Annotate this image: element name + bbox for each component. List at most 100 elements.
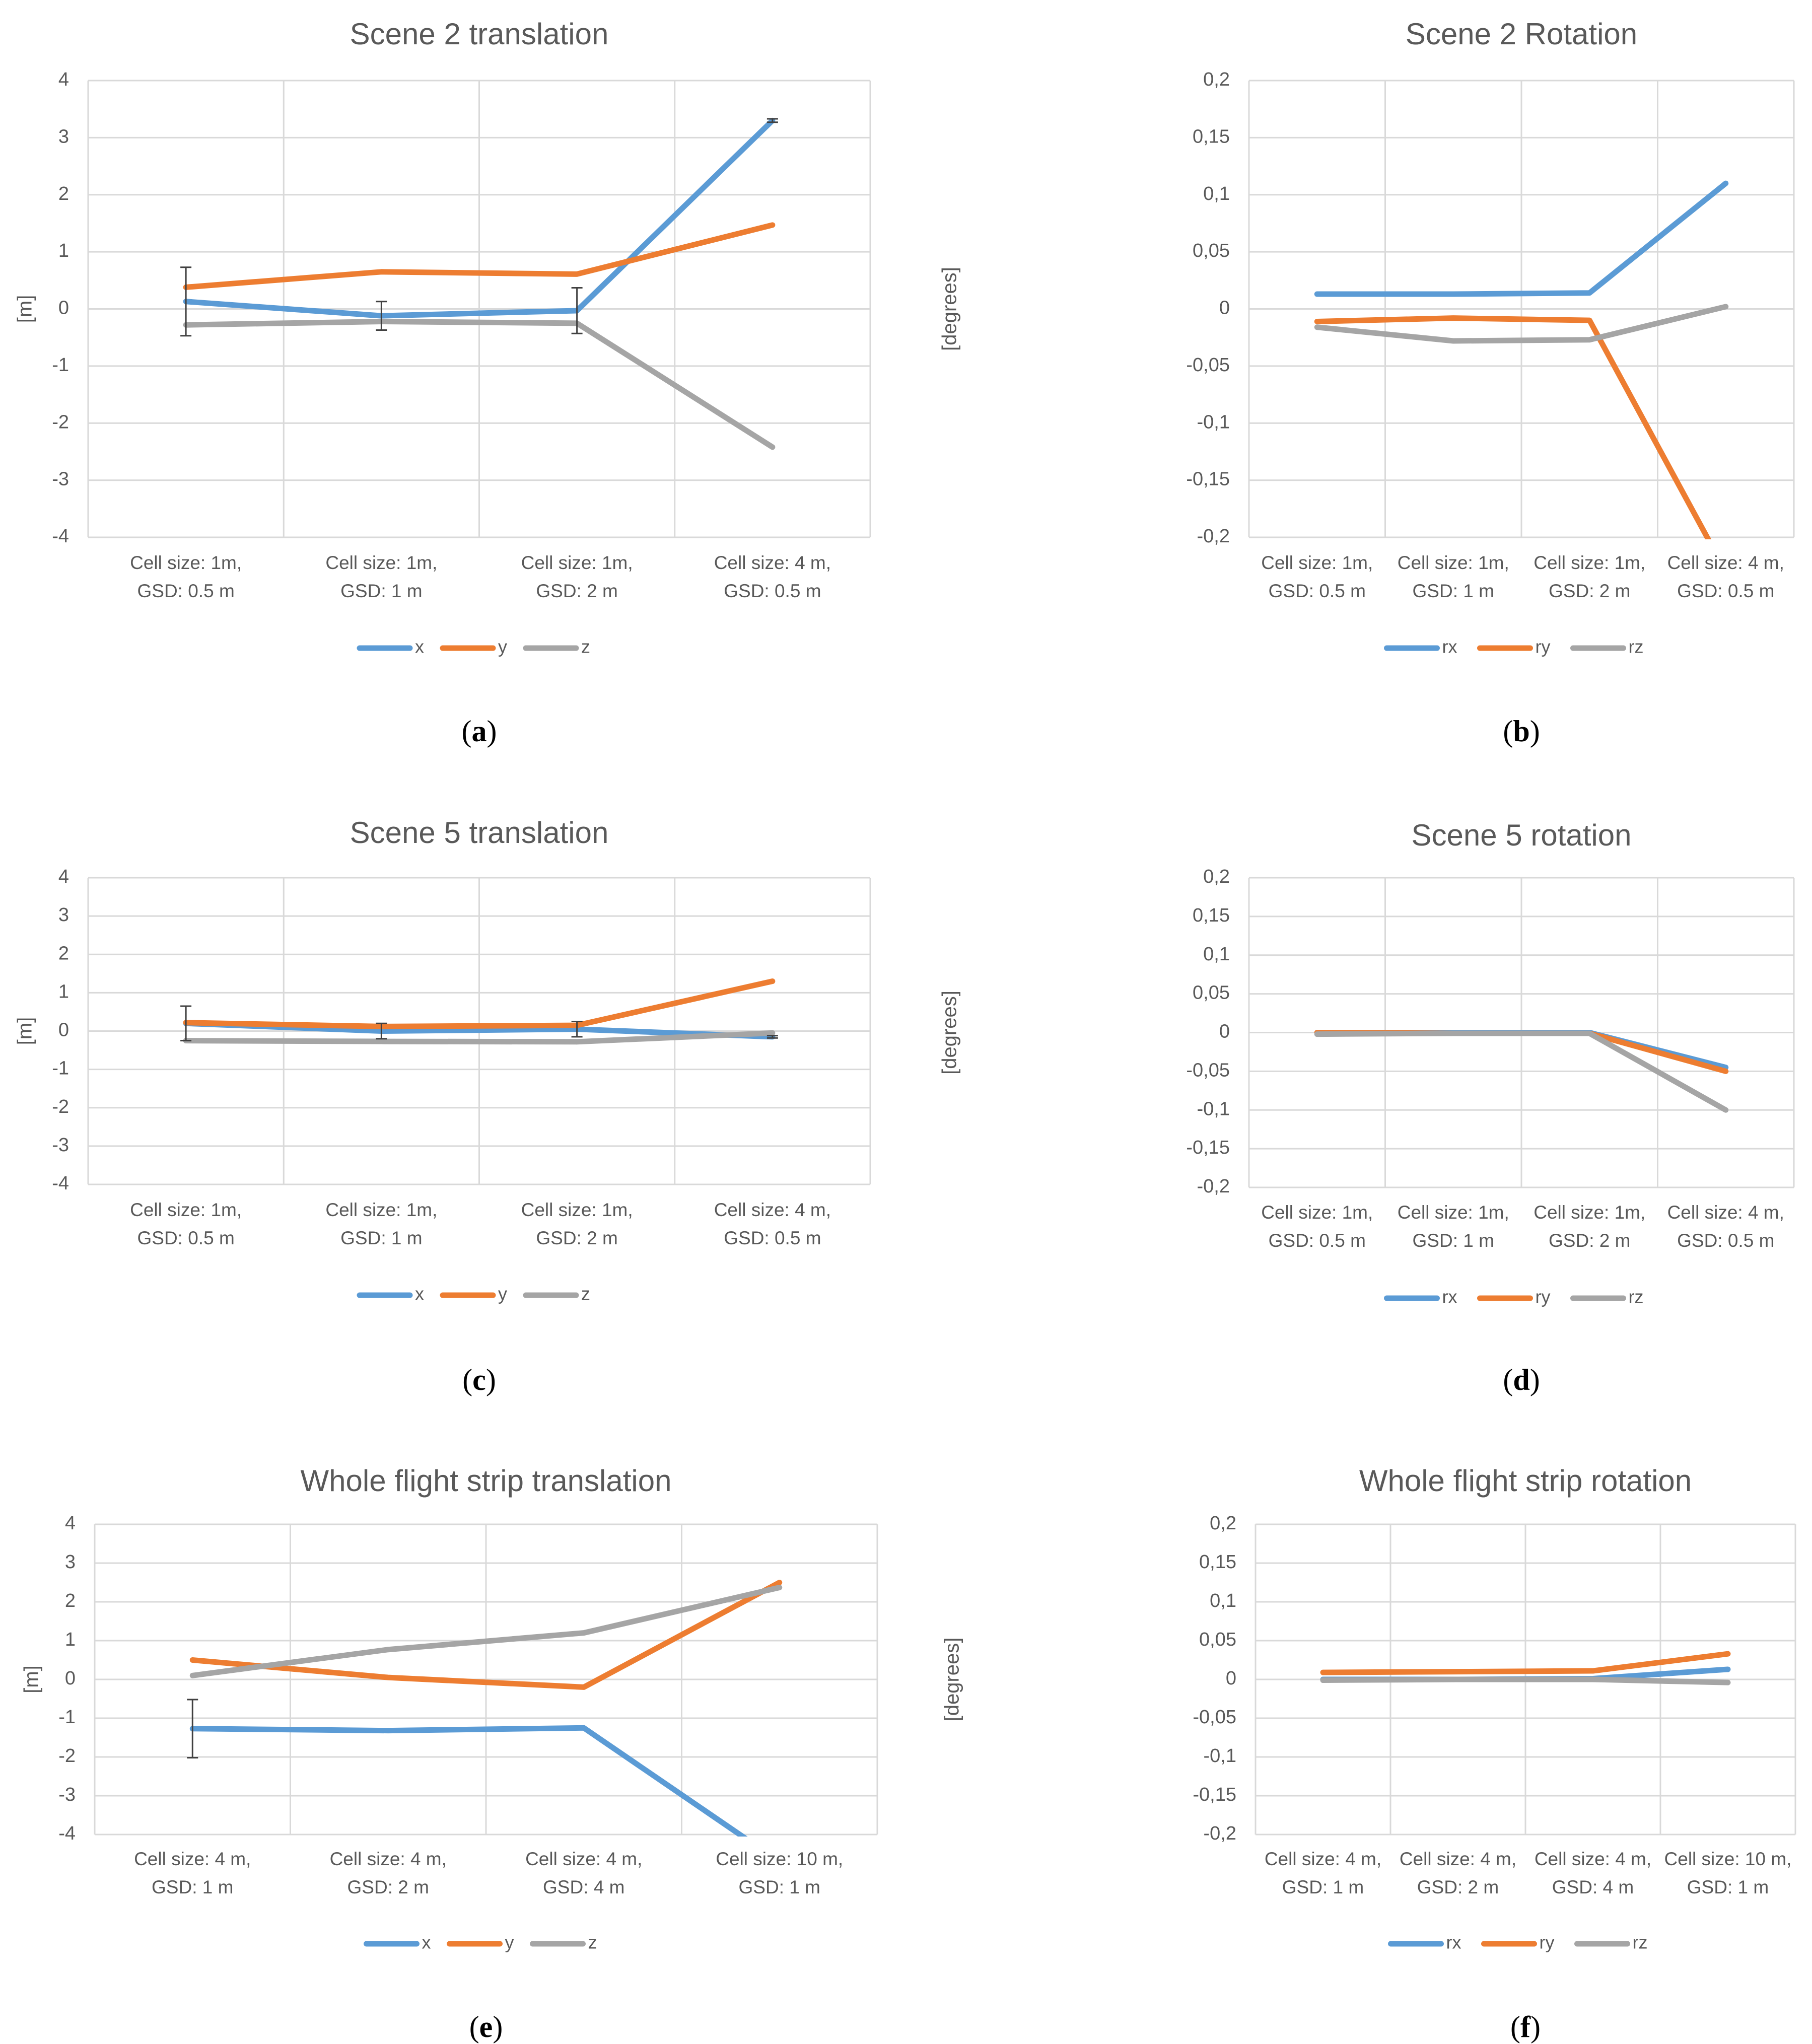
y-tick-label: 1 — [58, 240, 69, 261]
chart-a: Scene 2 translation 4 3 2 1 0 -1 -2 -3 -4 [m] Cell … — [14, 17, 871, 748]
y-tick-label: 0 — [58, 1020, 69, 1041]
series-line-y — [183, 978, 776, 1029]
series-line-z — [183, 318, 776, 450]
y-tick-label: -2 — [52, 1096, 69, 1117]
category-label: Cell size: 10 m, — [716, 1849, 843, 1869]
y-tick-label: 0 — [58, 298, 69, 319]
chart-f: Whole flight strip rotation 0,2 0,15 0,1 0,0… — [941, 1464, 1796, 2043]
category-label: GSD: 4 m — [1552, 1877, 1634, 1897]
y-tick-label: 4 — [58, 866, 69, 887]
y-tick-label: 3 — [58, 904, 69, 926]
error-bar — [766, 1035, 778, 1039]
y-tick-label: 0,15 — [1193, 126, 1230, 147]
y-tick-label: -0,2 — [1197, 526, 1230, 547]
y-tick-label: 4 — [65, 1513, 76, 1534]
category-label: Cell size: 10 m, — [1664, 1849, 1792, 1869]
chart-c: Scene 5 translation 4 3 2 1 0 -1 -2 -3 -4 [m] Cell … — [14, 816, 871, 1396]
y-tick-label: -0,2 — [1204, 1823, 1236, 1844]
category-label: GSD: 0.5 m — [137, 1228, 234, 1248]
category-label: GSD: 2 m — [1417, 1877, 1499, 1897]
legend-label-z: z — [581, 1284, 590, 1304]
category-label: Cell size: 4 m, — [714, 552, 831, 573]
y-tick-label: 2 — [65, 1590, 76, 1611]
category-label: Cell size: 4 m, — [1667, 1202, 1784, 1223]
category-label: GSD: 0.5 m — [1677, 1230, 1774, 1251]
panel-label-close: ) — [486, 1363, 496, 1396]
y-tick-label: 0,05 — [1199, 1629, 1236, 1650]
error-bar — [571, 287, 583, 334]
panel-label-open: ( — [1503, 715, 1513, 748]
y-tick-label: -0,1 — [1197, 411, 1230, 433]
panel-label-letter: b — [1513, 715, 1529, 748]
plot-area — [187, 1580, 783, 1837]
panel-label: (b) — [1503, 715, 1540, 748]
y-tick-label: -2 — [52, 411, 69, 433]
chart-title: Scene 5 translation — [350, 816, 609, 850]
error-bar — [376, 301, 387, 331]
y-tick-label: -4 — [52, 526, 69, 547]
category-label: Cell size: 1m, — [325, 552, 437, 573]
panel-label-open: ( — [469, 2010, 479, 2043]
y-tick-label: -3 — [58, 1784, 76, 1805]
y-tick-label: -1 — [58, 1707, 76, 1728]
y-tick-label: 0,2 — [1203, 69, 1230, 90]
panel-label-close: ) — [1530, 2010, 1541, 2043]
legend-label-x: x — [422, 1932, 431, 1953]
y-axis-label: [m] — [14, 1017, 36, 1045]
legend: x y z — [364, 1932, 597, 1953]
category-label: Cell size: 4 m, — [1535, 1849, 1651, 1869]
y-tick-label: 0,05 — [1193, 982, 1230, 1004]
y-tick-label: -3 — [52, 469, 69, 490]
category-label: GSD: 0.5 m — [1269, 1230, 1366, 1251]
panel-label: (c) — [462, 1363, 496, 1396]
error-bar — [180, 266, 192, 337]
legend: rx ry rz — [1384, 637, 1644, 657]
y-tick-label: -0,1 — [1204, 1745, 1236, 1767]
category-label: GSD: 1 m — [1413, 1230, 1494, 1251]
panel-label-letter: c — [472, 1363, 486, 1396]
plot-area — [180, 117, 778, 450]
legend-label-rz: rz — [1629, 1287, 1644, 1307]
y-tick-label: -0,05 — [1186, 355, 1230, 376]
legend-label-x: x — [415, 637, 424, 657]
legend-label-y: y — [498, 1284, 507, 1304]
category-label: Cell size: 1m, — [1534, 552, 1645, 573]
y-tick-label: -0,2 — [1197, 1176, 1230, 1197]
error-bar — [766, 118, 778, 123]
legend-label-y: y — [505, 1932, 514, 1953]
legend-label-ry: ry — [1536, 1287, 1551, 1307]
series-line-rz — [1314, 304, 1729, 344]
error-bar — [180, 1005, 192, 1042]
category-label: Cell size: 4 m, — [525, 1849, 642, 1869]
category-label: GSD: 1 m — [340, 1228, 422, 1248]
category-label: Cell size: 1m, — [1398, 1202, 1509, 1223]
panel-label-close: ) — [1530, 715, 1540, 748]
panel-label-open: ( — [1503, 1363, 1513, 1396]
series-line-z — [183, 1030, 776, 1045]
y-tick-label: 0,1 — [1203, 183, 1230, 204]
panel-label-letter: f — [1520, 2010, 1531, 2043]
legend-label-z: z — [588, 1932, 597, 1953]
y-axis-label: [degrees] — [939, 991, 961, 1075]
panel-label-open: ( — [462, 715, 472, 748]
category-label: Cell size: 4 m, — [1265, 1849, 1381, 1869]
category-label: GSD: 1 m — [1282, 1877, 1364, 1897]
category-label: Cell size: 4 m, — [330, 1849, 447, 1869]
category-label: Cell size: 1m, — [1398, 552, 1509, 573]
panel-label-close: ) — [493, 2010, 503, 2043]
chart-title: Whole flight strip translation — [301, 1464, 672, 1498]
chart-title: Scene 2 translation — [350, 17, 609, 51]
y-tick-label: 3 — [58, 126, 69, 147]
chart-d: Scene 5 rotation 0,2 0,15 0,1 0,05 0 -0,05 -0,1… — [939, 818, 1795, 1396]
category-label: GSD: 0.5 m — [137, 581, 234, 601]
category-label: GSD: 0.5 m — [724, 1228, 821, 1248]
chart-title: Scene 2 Rotation — [1406, 17, 1637, 51]
panel-label-letter: d — [1513, 1363, 1529, 1396]
legend-label-rx: rx — [1446, 1932, 1461, 1953]
series-line-z — [189, 1585, 783, 1678]
y-tick-label: 1 — [65, 1629, 76, 1650]
y-tick-label: -4 — [58, 1823, 76, 1844]
legend: rx ry rz — [1384, 1287, 1644, 1307]
series-line-x — [189, 1725, 748, 1837]
y-tick-label: -4 — [52, 1173, 69, 1194]
